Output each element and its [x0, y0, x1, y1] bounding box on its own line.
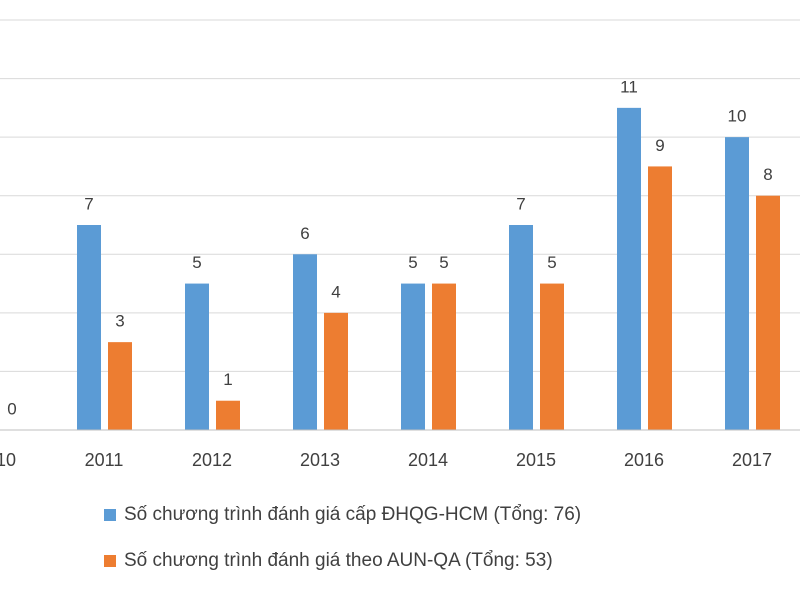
data-label: 10 — [728, 107, 747, 126]
data-label: 8 — [763, 165, 772, 184]
data-label: 7 — [84, 194, 93, 213]
x-tick-label: 2012 — [192, 450, 232, 470]
bar — [293, 254, 317, 430]
bar — [108, 342, 132, 430]
data-label: 7 — [516, 194, 525, 213]
bar — [432, 283, 456, 430]
legend-swatch — [104, 509, 116, 521]
bar — [185, 283, 209, 430]
data-label: 5 — [547, 253, 556, 272]
data-label: 6 — [300, 224, 309, 243]
data-label: 5 — [408, 253, 417, 272]
x-tick-label: 2010 — [0, 450, 16, 470]
x-tick-label: 2016 — [624, 450, 664, 470]
bar — [540, 283, 564, 430]
x-tick-label: 2011 — [85, 450, 124, 470]
data-label: 0 — [7, 399, 16, 418]
data-label: 4 — [331, 282, 340, 301]
x-tick-label: 2014 — [408, 450, 448, 470]
bar — [509, 225, 533, 430]
bar — [324, 312, 348, 430]
legend-label: Số chương trình đánh giá theo AUN-QA (Tổ… — [124, 550, 553, 571]
legend-swatch — [104, 555, 116, 567]
bar — [216, 400, 240, 430]
data-label: 11 — [620, 77, 638, 96]
data-label: 5 — [192, 253, 201, 272]
legend-label: Số chương trình đánh giá cấp ĐHQG-HCM (T… — [124, 504, 581, 525]
data-label: 1 — [223, 370, 232, 389]
x-tick-label: 2013 — [300, 450, 340, 470]
bar — [725, 137, 749, 430]
bar — [617, 107, 641, 430]
data-label: 9 — [655, 136, 664, 155]
bar — [756, 195, 780, 430]
data-label: 3 — [115, 312, 124, 331]
x-tick-label: 2015 — [516, 450, 556, 470]
bar — [77, 225, 101, 430]
bar — [401, 283, 425, 430]
data-label: 5 — [439, 253, 448, 272]
bar — [648, 166, 672, 430]
x-tick-label: 2017 — [732, 450, 772, 470]
